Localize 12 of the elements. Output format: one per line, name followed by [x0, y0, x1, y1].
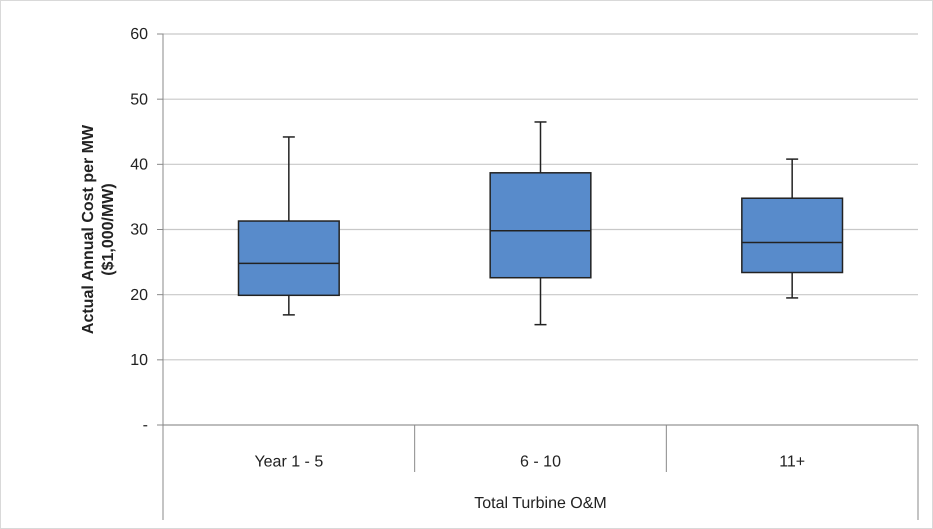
y-tick-label: 50 — [130, 91, 148, 108]
y-tick-label: 30 — [130, 222, 148, 239]
y-tick-label: 20 — [130, 286, 148, 304]
x-axis-title: Total Turbine O&M — [474, 495, 607, 512]
x-tick-label: 6 - 10 — [520, 453, 562, 470]
y-tick-label: 40 — [130, 156, 148, 174]
y-tick-label: 60 — [130, 26, 148, 44]
y-tick-label: 10 — [130, 352, 148, 369]
x-tick-label: 11+ — [779, 453, 806, 470]
y-axis-title: Actual Annual Cost per MW ($1,000/MW) — [80, 124, 117, 334]
y-tick-label: - — [142, 417, 148, 434]
x-tick-label: Year 1 - 5 — [254, 453, 324, 470]
